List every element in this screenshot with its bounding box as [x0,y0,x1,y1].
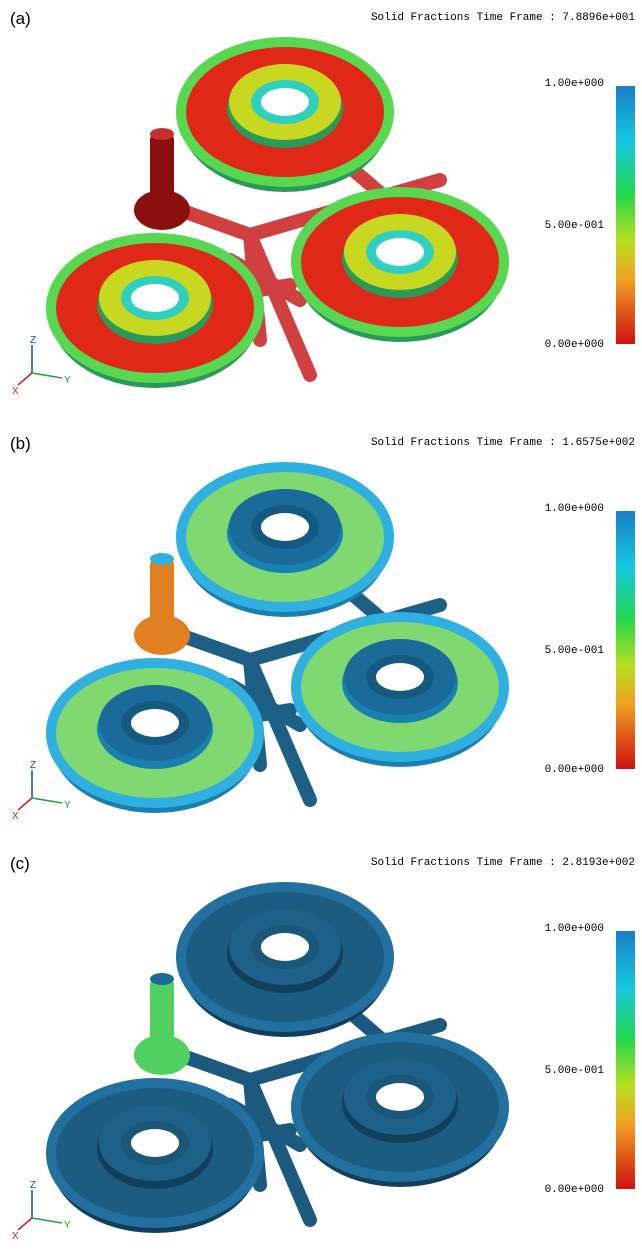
hole [261,88,309,116]
colorbar-label: 0.00e+000 [545,1184,604,1196]
colorbar-label: 5.00e-001 [545,1065,605,1077]
sprue-top [150,553,174,565]
axis-y [32,1218,62,1223]
hole [131,284,179,312]
colorbar-label: 5.00e-001 [545,645,605,657]
axis-label: Y [64,1220,71,1231]
panel-title: Solid Fractions Time Frame : 1.6575e+002 [371,437,635,449]
colorbar-label: 1.00e+000 [545,78,604,90]
panel: (b) Solid Fractions Time Frame : 1.6575e+… [10,434,635,822]
sprue-top [150,128,174,140]
axis-label: Y [64,375,71,386]
axis-x [18,373,32,385]
colorbar-label: 0.00e+000 [545,339,604,351]
axis-label: Z [30,1180,36,1191]
panel-label: (b) [10,434,31,453]
hole [376,238,424,266]
axis-y [32,373,62,378]
sprue [150,132,174,212]
colorbar [616,86,635,344]
axis-label: X [12,811,19,822]
panel-title: Solid Fractions Time Frame : 2.8193e+002 [371,857,635,869]
runner [180,1055,250,1080]
hole [261,933,309,961]
panel: (a) Solid Fractions Time Frame : 7.8896e+… [10,9,635,397]
figure: (a) Solid Fractions Time Frame : 7.8896e+… [0,0,642,1255]
runner [180,635,250,660]
axis-label: Y [64,800,71,811]
axis-label: X [12,1231,19,1242]
colorbar-label: 1.00e+000 [545,923,604,935]
axis-label: Z [30,335,36,346]
sprue [150,977,174,1057]
hole [131,1129,179,1157]
runner [180,210,250,235]
axis-label: X [12,386,19,397]
axis-y [32,798,62,803]
panel-label: (a) [10,9,31,28]
axis-label: Z [30,760,36,771]
axis-x [18,798,32,810]
colorbar [616,931,635,1189]
hole [376,1083,424,1111]
colorbar-label: 5.00e-001 [545,220,605,232]
sprue [150,557,174,637]
axis-x [18,1218,32,1230]
hole [131,709,179,737]
hole [261,513,309,541]
colorbar-label: 1.00e+000 [545,503,604,515]
colorbar-label: 0.00e+000 [545,764,604,776]
hole [376,663,424,691]
panel-title: Solid Fractions Time Frame : 7.8896e+001 [371,12,635,24]
colorbar [616,511,635,769]
panel: (c) Solid Fractions Time Frame : 2.8193e+… [10,854,635,1242]
panel-label: (c) [10,854,30,873]
page: (a) Solid Fractions Time Frame : 7.8896e+… [0,0,642,1255]
sprue-top [150,973,174,985]
